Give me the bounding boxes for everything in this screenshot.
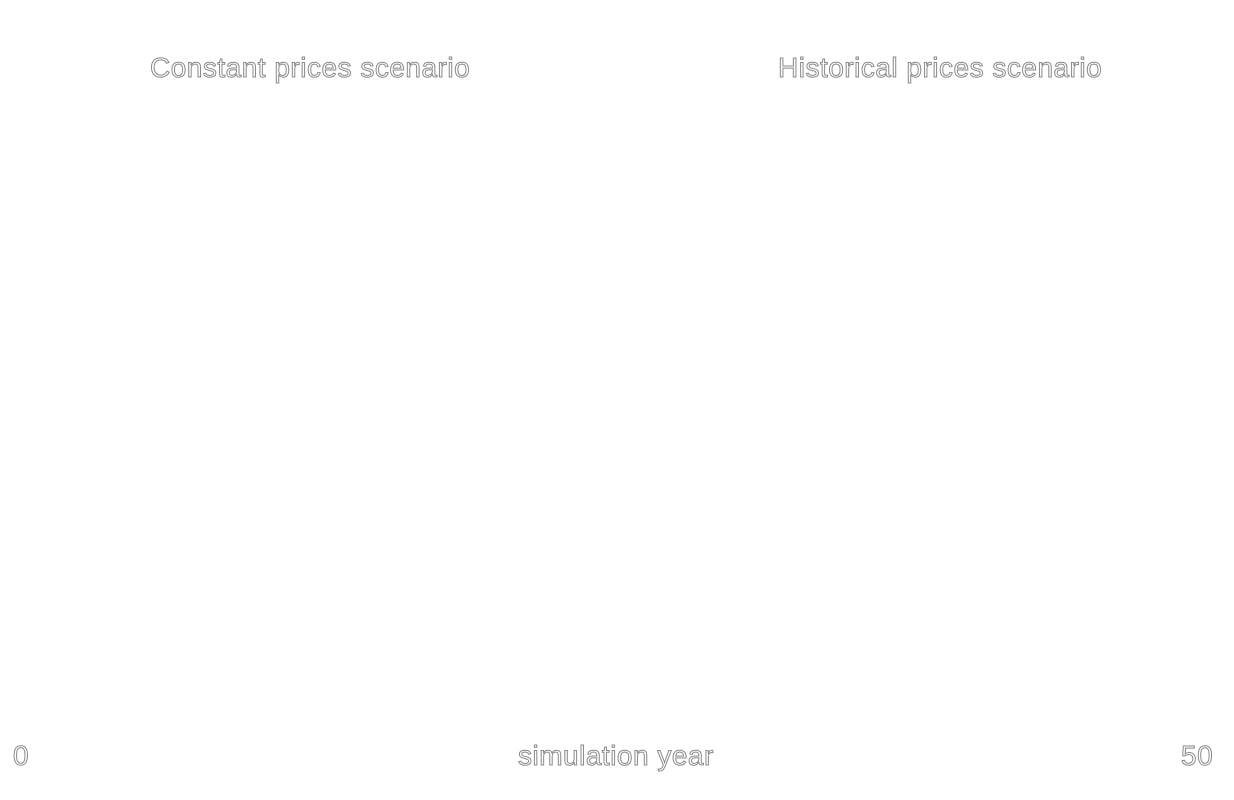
historical-prices-panel xyxy=(634,100,1214,710)
constant-prices-panel xyxy=(20,100,600,710)
x-axis-tick-max: 50 xyxy=(1180,740,1214,772)
panel-title-constant-prices: Constant prices scenario xyxy=(149,52,471,84)
x-axis-tick-min: 0 xyxy=(12,740,30,772)
x-axis-label: simulation year xyxy=(518,740,714,772)
panel-title-historical-prices: Historical prices scenario xyxy=(777,52,1103,84)
